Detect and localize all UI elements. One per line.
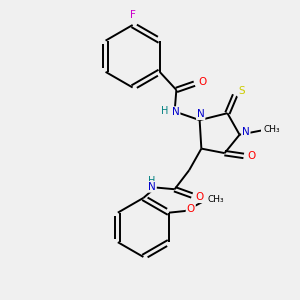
Text: F: F	[130, 10, 136, 20]
Text: O: O	[198, 77, 206, 87]
Text: H: H	[148, 176, 156, 186]
Text: N: N	[242, 127, 250, 137]
Text: N: N	[148, 182, 156, 192]
Text: S: S	[238, 86, 244, 96]
Text: O: O	[187, 204, 195, 214]
Text: CH₃: CH₃	[263, 125, 280, 134]
Text: N: N	[197, 109, 205, 119]
Text: O: O	[247, 151, 256, 161]
Text: CH₃: CH₃	[208, 195, 224, 204]
Text: N: N	[172, 107, 179, 117]
Text: O: O	[196, 192, 204, 202]
Text: H: H	[161, 106, 169, 116]
